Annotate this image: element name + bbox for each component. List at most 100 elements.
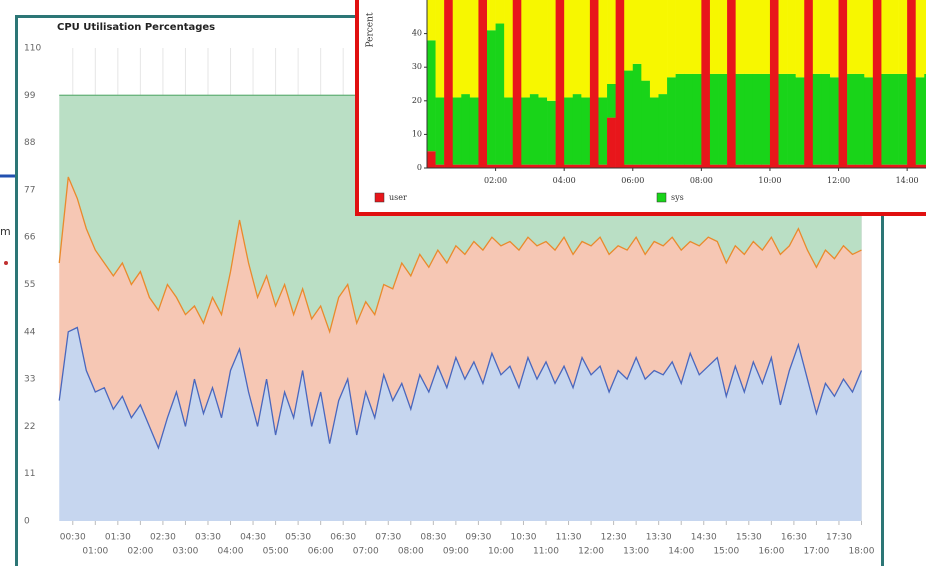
bar-segment <box>889 0 899 74</box>
x-tick-label: 09:00 <box>443 547 469 557</box>
bar-segment <box>752 0 762 74</box>
bar-segment <box>718 164 728 168</box>
bar-segment <box>504 97 514 165</box>
bar-segment <box>572 94 582 165</box>
y-tick-label: 11 <box>24 469 35 479</box>
bar-segment <box>461 0 471 95</box>
bar-segment <box>864 164 874 168</box>
bar-segment <box>821 0 831 74</box>
inset-plot: 0 10 20 30 40 02:00 04:00 06:00 08:00 10:00 12:00 1… <box>374 0 926 203</box>
bar-segment <box>804 0 814 168</box>
bar-segment <box>581 164 591 168</box>
x-tick-label: 11:30 <box>556 533 582 543</box>
legend-swatch <box>656 192 667 203</box>
bar-segment <box>607 117 616 168</box>
bar-segment <box>675 73 685 165</box>
bar-segment <box>752 164 762 168</box>
bar-segment <box>452 164 462 168</box>
bar-segment <box>864 0 874 78</box>
bar-segment <box>684 164 694 168</box>
bar-segment <box>787 73 796 165</box>
x-tick-label: 17:00 <box>803 547 829 557</box>
x-tick-label: 01:00 <box>82 547 108 557</box>
x-tick-label: 02:00 <box>127 547 153 557</box>
bar-segment <box>504 0 514 98</box>
bar-segment <box>855 73 865 165</box>
bar-segment <box>701 0 711 168</box>
x-tick-label: 12:00 <box>827 176 850 185</box>
bar-segment <box>641 164 651 168</box>
bar-segment <box>649 0 659 98</box>
bar-segment <box>727 0 736 168</box>
bar-segment <box>761 73 771 165</box>
x-tick-label: 02:30 <box>150 533 176 543</box>
bar-segment <box>487 164 496 168</box>
bar-segment <box>598 164 608 168</box>
y-tick-label: 99 <box>24 91 36 101</box>
x-tick-label: 08:30 <box>420 533 446 543</box>
x-tick-label: 06:00 <box>621 176 644 185</box>
bar-segment <box>478 0 488 168</box>
bar-segment <box>735 164 745 168</box>
x-tick-label: 06:30 <box>330 533 356 543</box>
bar-segment <box>649 97 659 165</box>
bar-segment <box>872 0 882 168</box>
bar-segment <box>641 0 651 81</box>
bar-segment <box>452 0 462 98</box>
bar-segment <box>709 73 719 165</box>
legend-label: sys <box>671 193 684 202</box>
bar-segment <box>795 0 805 78</box>
x-tick-label: 16:00 <box>758 547 784 557</box>
bar-segment <box>821 164 831 168</box>
x-tick-label: 04:30 <box>240 533 266 543</box>
x-tick-label: 08:00 <box>398 547 424 557</box>
x-tick-label: 13:30 <box>646 533 672 543</box>
bar-segment <box>778 164 788 168</box>
x-tick-label: 14:00 <box>668 547 694 557</box>
bar-segment <box>469 97 479 165</box>
bar-segment <box>564 164 574 168</box>
y-tick-label: 22 <box>24 422 35 432</box>
x-tick-label: 12:00 <box>578 547 604 557</box>
x-tick-label: 04:00 <box>553 176 576 185</box>
bar-segment <box>812 73 822 165</box>
bar-segment <box>769 0 779 168</box>
bar-segment <box>427 0 436 41</box>
bar-segment <box>624 70 634 165</box>
bar-segment <box>598 0 608 98</box>
bar-segment <box>538 0 548 98</box>
bar-segment <box>564 97 574 165</box>
bar-segment <box>744 0 754 74</box>
bar-segment <box>692 73 702 165</box>
bar-segment <box>495 0 505 24</box>
bar-segment <box>667 77 676 165</box>
bar-segment <box>752 73 762 165</box>
bar-segment <box>452 97 462 165</box>
bar-segment <box>675 164 685 168</box>
bar-segment <box>427 40 436 152</box>
bar-segment <box>829 0 839 78</box>
y-tick-label: 110 <box>24 44 41 54</box>
bar-segment <box>607 84 616 118</box>
bar-segment <box>529 0 539 95</box>
x-tick-label: 03:30 <box>195 533 221 543</box>
bar-segment <box>632 0 642 64</box>
bar-segment <box>692 0 702 74</box>
bar-segment <box>709 164 719 168</box>
bar-segment <box>512 0 522 168</box>
x-tick-label: 16:30 <box>781 533 807 543</box>
bar-segment <box>632 63 642 165</box>
bar-segment <box>889 73 899 165</box>
bar-segment <box>907 0 917 168</box>
x-tick-label: 05:30 <box>285 533 311 543</box>
y-tick-label: 40 <box>412 29 422 38</box>
bar-segment <box>838 0 848 168</box>
bar-segment <box>692 164 702 168</box>
y-tick-label: 55 <box>24 280 35 290</box>
bar-segment <box>898 164 908 168</box>
bar-segment <box>529 94 539 165</box>
page-fragment: m <box>0 225 11 238</box>
bar-segment <box>521 0 531 98</box>
